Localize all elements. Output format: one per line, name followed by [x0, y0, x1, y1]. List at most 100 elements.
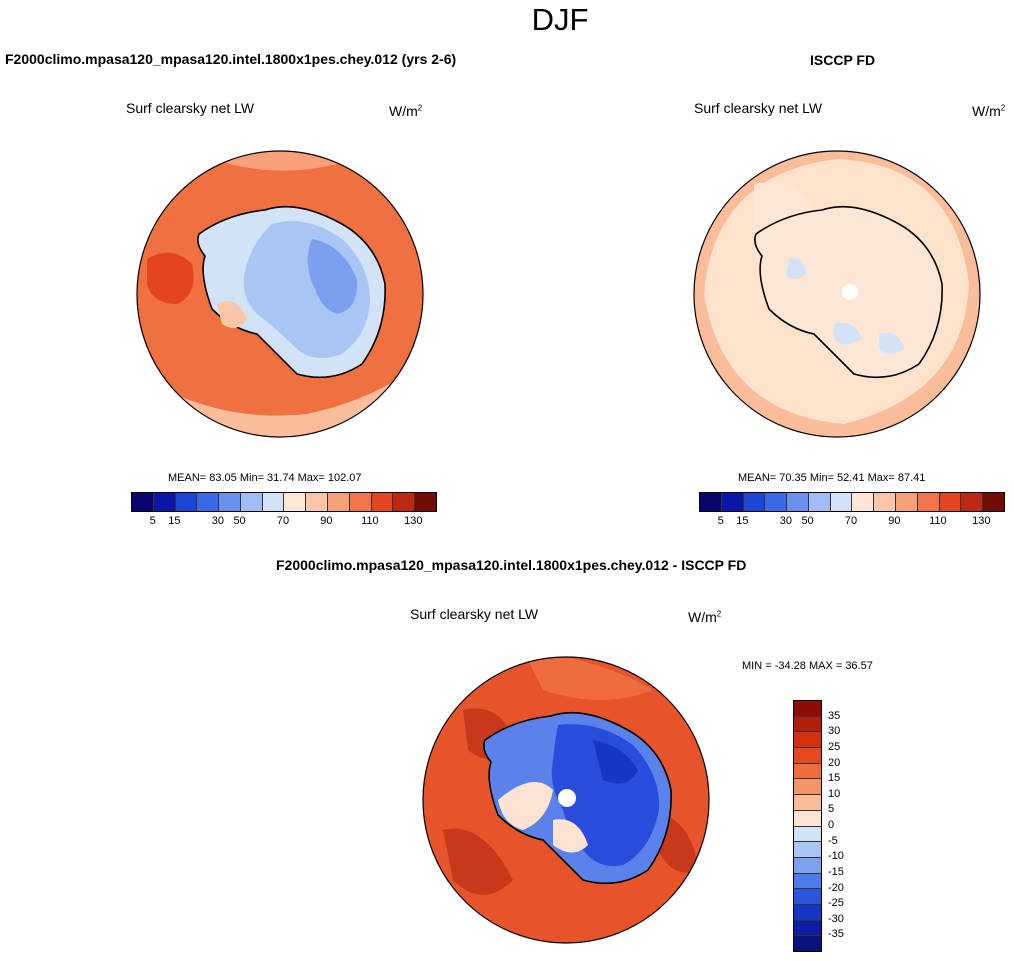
colorbar-swatch [132, 493, 154, 511]
colorbar-swatch [349, 493, 372, 511]
colorbar-swatch [939, 493, 962, 511]
ice-patch-3 [879, 333, 904, 354]
panel-1-heading: F2000climo.mpasa120_mpasa120.intel.1800x… [5, 51, 457, 67]
ice-deep [307, 239, 358, 314]
pole-hole [842, 284, 858, 300]
colorbar-swatch [721, 493, 744, 511]
colorbar-swatch [794, 904, 821, 921]
panel-1-colorbar [131, 492, 437, 512]
colorbar-tick-label: 70 [276, 515, 290, 527]
colorbar-tick-label: 130 [404, 515, 423, 527]
colorbar-tick-label: -10 [828, 850, 844, 863]
panel-2-variable: Surf clearsky net LW [694, 100, 823, 116]
colorbar-swatch [794, 826, 821, 843]
colorbar-swatch [787, 493, 809, 511]
colorbar-swatch [794, 857, 821, 874]
colorbar-swatch [794, 763, 821, 780]
panel-2-colorbar [699, 492, 1005, 512]
colorbar-swatch [306, 493, 329, 511]
colorbar-swatch [153, 493, 176, 511]
diff-deepest [593, 740, 638, 784]
panel-1-map [136, 150, 424, 438]
pole-hole [558, 789, 576, 807]
ocean-dark-patch [147, 252, 194, 304]
colorbar-swatch [794, 810, 821, 827]
colorbar-tick-label: 25 [828, 740, 841, 753]
colorbar-swatch [794, 701, 821, 717]
colorbar-swatch [240, 493, 263, 511]
colorbar-tick-label: -20 [828, 881, 844, 894]
colorbar-tick-label: 30 [779, 515, 792, 527]
colorbar-tick-label: 90 [888, 515, 901, 527]
colorbar-swatch [794, 920, 821, 937]
colorbar-swatch [743, 493, 766, 511]
ice-patch-1 [786, 258, 806, 279]
panel-1-variable: Surf clearsky net LW [126, 100, 255, 116]
colorbar-tick-label: 15 [828, 772, 841, 785]
panel-3-units: W/m2 [688, 609, 722, 625]
colorbar-tick-label: -30 [828, 912, 844, 925]
colorbar-swatch [219, 493, 241, 511]
panel-1-units: W/m2 [389, 103, 423, 119]
panel-3-map [422, 656, 710, 944]
colorbar-tick-label: 110 [929, 515, 947, 527]
colorbar-tick-label: -15 [828, 865, 844, 878]
colorbar-swatch [961, 493, 984, 511]
colorbar-tick-label: 70 [844, 515, 858, 527]
panel-3-colorbar [793, 700, 822, 952]
colorbar-tick-label: 90 [320, 515, 333, 527]
diff-pale-ross [553, 819, 588, 853]
colorbar-tick-label: 30 [211, 515, 224, 527]
colorbar-swatch [284, 493, 307, 511]
panel-3-variable: Surf clearsky net LW [410, 606, 539, 622]
colorbar-tick-label: 110 [361, 515, 379, 527]
panel-2-colorbar-ticks: 5 15 30 50 70 90 110 130 [699, 515, 1003, 529]
ice-patch-2 [834, 323, 862, 344]
colorbar-swatch [983, 493, 1004, 511]
coast-fringe [217, 301, 247, 328]
colorbar-tick-label: 5 [717, 515, 724, 527]
colorbar-swatch [175, 493, 198, 511]
colorbar-swatch [830, 493, 853, 511]
colorbar-tick-label: 5 [149, 515, 156, 527]
colorbar-tick-label: 130 [972, 515, 991, 527]
colorbar-swatch [794, 748, 821, 764]
colorbar-swatch [794, 889, 821, 905]
colorbar-swatch [794, 716, 821, 733]
colorbar-swatch [700, 493, 722, 511]
colorbar-tick-label: 0 [828, 819, 835, 831]
diff-pale-west [498, 782, 553, 830]
panel-2-stats: MEAN= 70.35 Min= 52.41 Max= 87.41 [738, 472, 926, 484]
panel-3-heading: F2000climo.mpasa120_mpasa120.intel.1800x… [276, 557, 747, 573]
panel-3-stats: MIN = -34.28 MAX = 36.57 [742, 660, 873, 672]
colorbar-swatch [765, 493, 788, 511]
colorbar-swatch [808, 493, 831, 511]
panel-1-colorbar-ticks: 5 15 30 50 70 90 110 130 [131, 515, 435, 529]
ocean-dark-patch-2 [443, 828, 513, 895]
panel-2-map [693, 150, 981, 438]
colorbar-tick-label: 50 [233, 515, 246, 527]
colorbar-tick-label: -35 [828, 928, 844, 941]
panel-2-heading: ISCCP FD [810, 52, 876, 68]
colorbar-swatch [917, 493, 940, 511]
colorbar-tick-label: 35 [828, 709, 841, 722]
colorbar-swatch [874, 493, 897, 511]
colorbar-tick-label: 20 [828, 756, 841, 769]
colorbar-swatch [415, 493, 436, 511]
colorbar-tick-label: -5 [828, 834, 838, 847]
season-title: DJF [531, 2, 589, 37]
colorbar-swatch [896, 493, 918, 511]
ocean-light-patch [523, 657, 653, 700]
colorbar-swatch [262, 493, 285, 511]
colorbar-swatch [794, 873, 821, 890]
colorbar-tick-label: -25 [828, 897, 844, 910]
colorbar-tick-label: 50 [801, 515, 814, 527]
colorbar-tick-label: 10 [828, 787, 841, 800]
colorbar-swatch [794, 732, 821, 749]
colorbar-swatch [794, 936, 821, 951]
panel-2-units: W/m2 [972, 103, 1006, 119]
colorbar-swatch [794, 842, 821, 858]
colorbar-swatch [393, 493, 416, 511]
colorbar-tick-label: 5 [828, 803, 835, 816]
colorbar-swatch [371, 493, 394, 511]
